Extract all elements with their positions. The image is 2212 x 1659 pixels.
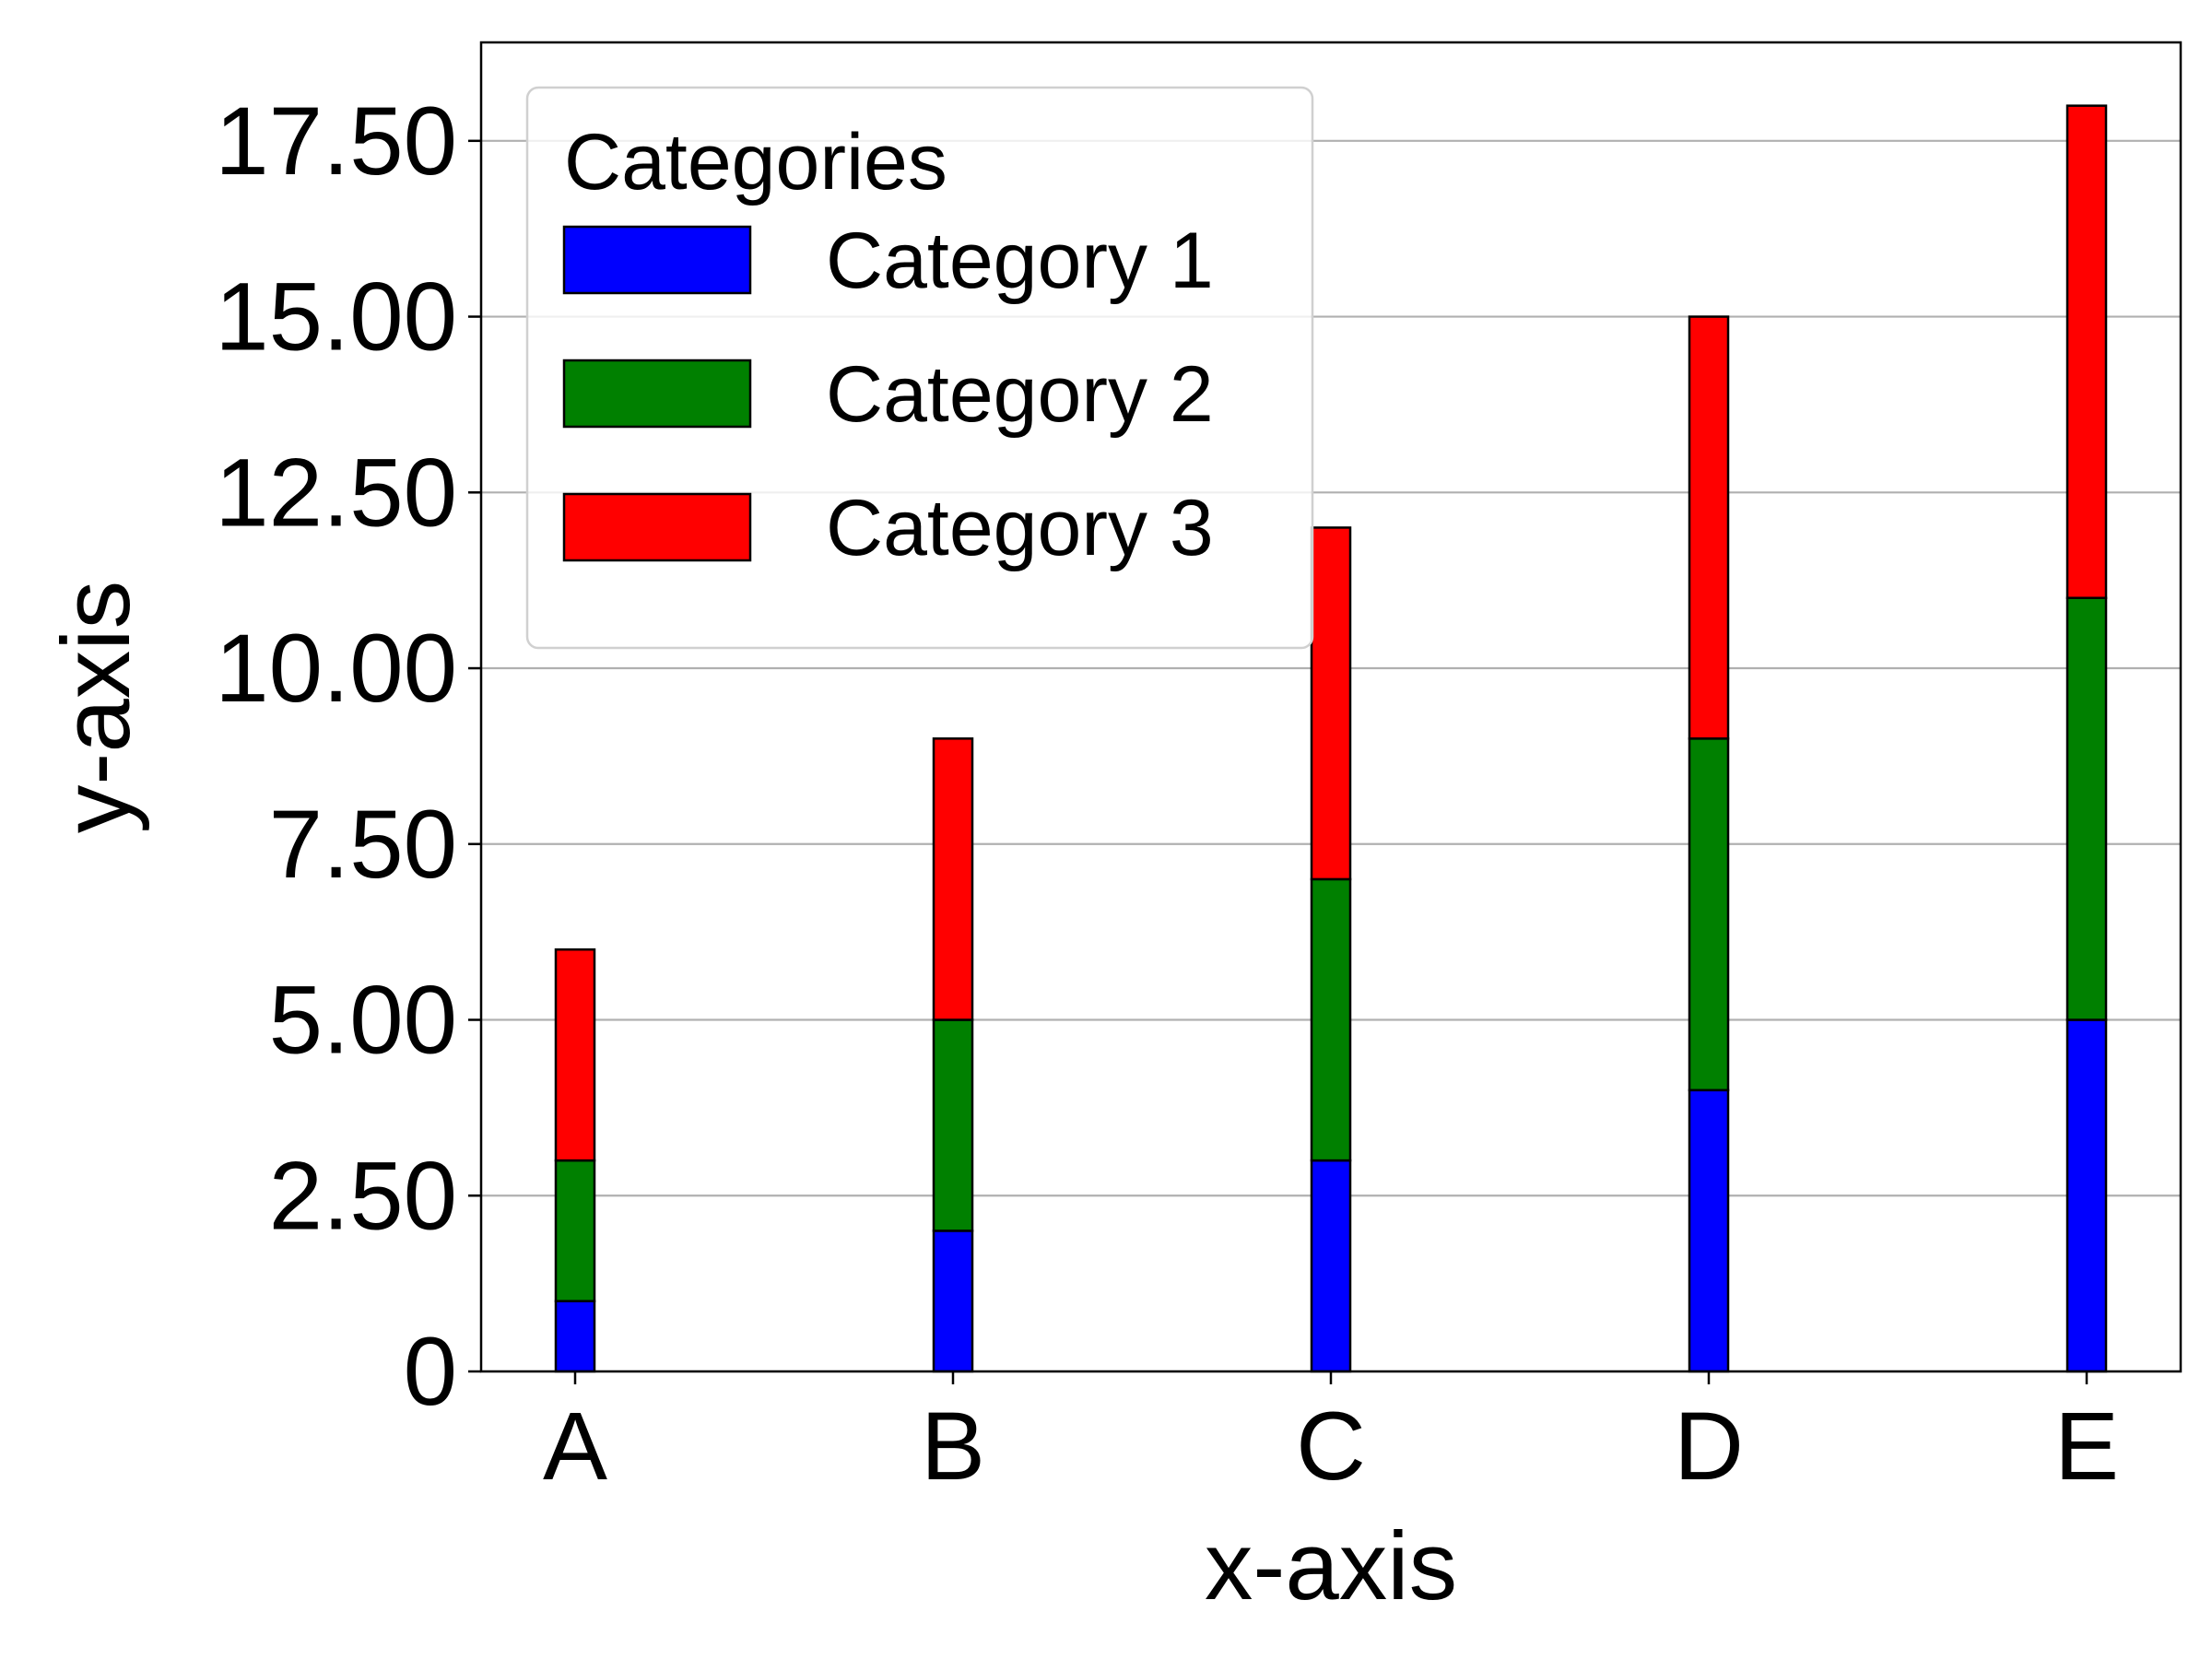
bar-d-series-3 (1688, 315, 1730, 740)
y-tick-label-3: 7.50 (269, 791, 457, 899)
tick-layer: 0 2.50 5.00 7.50 10.00 12.50 15.00 17.50 A B C D E (215, 88, 2119, 1500)
y-tick-label-0: 0 (404, 1318, 457, 1426)
x-axis-label: x-axis (1205, 1512, 1457, 1620)
legend-label-series-2: Category 2 (826, 350, 1214, 439)
bar-a-series-2 (554, 1159, 596, 1302)
legend-title: Categories (564, 118, 947, 206)
bar-b-series-3 (932, 737, 974, 1021)
bar-c-series-3 (1310, 526, 1352, 881)
y-tick-label-6: 15.00 (215, 264, 457, 371)
y-tick-label-1: 2.50 (269, 1142, 457, 1250)
bar-e-series-3 (2065, 104, 2108, 599)
bar-c-series-2 (1310, 877, 1352, 1162)
legend-swatch-series-2 (562, 359, 752, 429)
y-tick-label-2: 5.00 (269, 967, 457, 1075)
x-tick-label-c: C (1296, 1393, 1366, 1500)
bar-a-series-1 (554, 1300, 596, 1373)
y-tick-label-5: 12.50 (215, 439, 457, 547)
bar-e-series-2 (2065, 596, 2108, 1021)
legend-label-series-3: Category 3 (826, 484, 1214, 572)
bar-b-series-2 (932, 1018, 974, 1232)
bar-d-series-2 (1688, 737, 1730, 1092)
x-tick-label-b: B (921, 1393, 985, 1500)
legend-items: Category 1 Category 2 Category 3 (562, 217, 1214, 572)
x-tick-label-a: A (543, 1393, 607, 1500)
legend-swatch-series-3 (562, 492, 752, 562)
bar-a-series-3 (554, 947, 596, 1162)
bar-b-series-1 (932, 1230, 974, 1373)
y-tick-label-4: 10.00 (215, 615, 457, 723)
y-axis-label: y-axis (42, 581, 150, 833)
legend-swatch-series-1 (562, 225, 752, 295)
y-tick-label-7: 17.50 (215, 88, 457, 195)
x-tick-label-d: D (1674, 1393, 1744, 1500)
bar-d-series-1 (1688, 1088, 1730, 1373)
legend-label-series-1: Category 1 (826, 217, 1214, 305)
bar-layer (554, 104, 2108, 1373)
bar-c-series-1 (1310, 1159, 1352, 1373)
bar-e-series-1 (2065, 1018, 2108, 1373)
x-tick-label-e: E (2054, 1393, 2119, 1500)
